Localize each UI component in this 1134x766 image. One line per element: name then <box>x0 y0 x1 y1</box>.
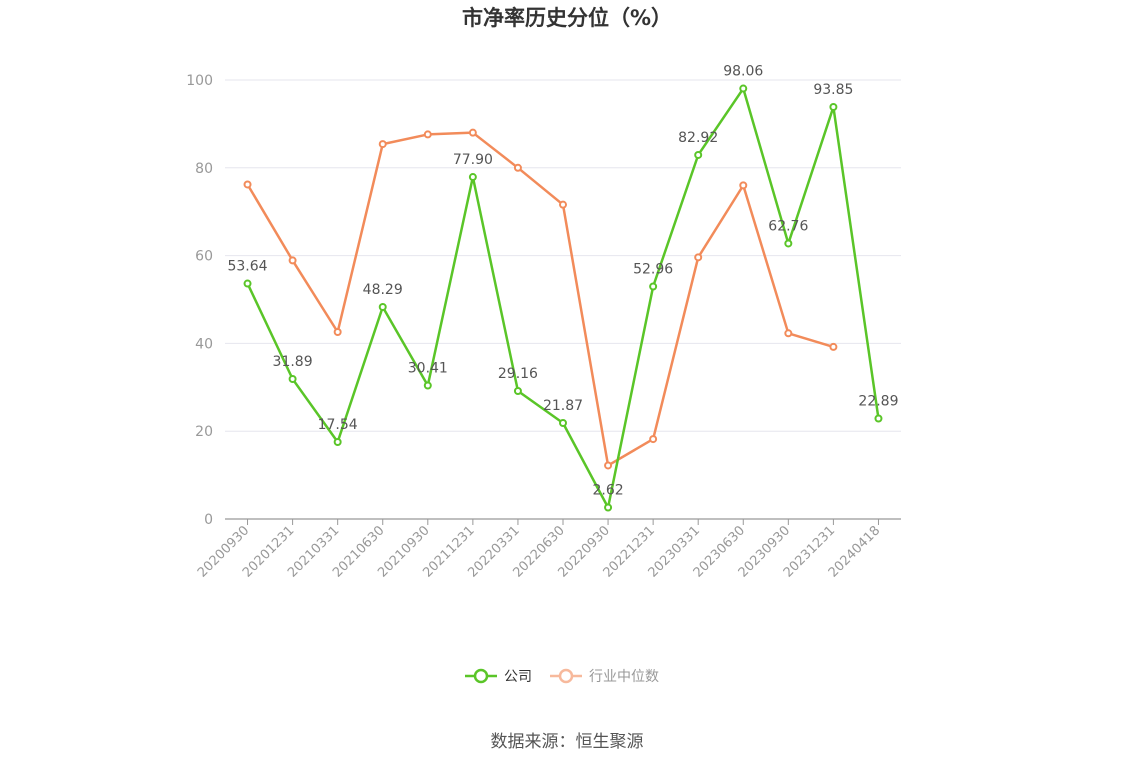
series-layer <box>243 84 883 512</box>
data-label: 53.64 <box>227 259 267 275</box>
data-point <box>559 200 567 209</box>
data-label: 98.06 <box>723 64 763 80</box>
data-point <box>423 381 432 390</box>
legend[interactable]: 公司 行业中位数 <box>465 668 659 685</box>
data-point <box>829 342 838 351</box>
data-point <box>784 329 793 338</box>
data-point <box>243 180 252 189</box>
data-point <box>423 130 432 139</box>
y-tick-label: 100 <box>186 73 213 89</box>
data-point <box>694 253 703 262</box>
data-point <box>513 386 522 395</box>
data-point <box>874 414 883 423</box>
legend-item[interactable]: 行业中位数 <box>550 668 659 685</box>
data-label: 93.85 <box>813 82 853 98</box>
data-label: 62.76 <box>768 218 808 234</box>
grid <box>225 79 901 432</box>
legend-marker <box>473 668 489 684</box>
y-tick-label: 40 <box>195 336 213 352</box>
legend-label: 公司 <box>504 669 532 685</box>
data-label: 17.54 <box>318 417 358 433</box>
data-label: 30.41 <box>408 361 448 377</box>
data-labels: 53.64 31.89 17.54 48.29 30.41 77.90 29.16 21.87… <box>227 64 898 499</box>
data-point <box>829 102 838 111</box>
data-label: 22.89 <box>858 394 898 410</box>
y-tick-label: 80 <box>195 161 213 177</box>
y-tick-label: 60 <box>195 249 213 265</box>
data-point <box>333 437 342 446</box>
data-point <box>649 435 658 444</box>
data-point <box>288 256 297 265</box>
data-point <box>333 327 342 336</box>
axes: 0204060801002020093020201231202103312021… <box>186 73 901 581</box>
data-label: 48.29 <box>363 282 403 298</box>
data-point <box>243 279 252 288</box>
data-point <box>559 418 567 427</box>
data-label: 31.89 <box>273 354 313 370</box>
data-label: 52.96 <box>633 262 673 278</box>
data-point <box>513 163 522 172</box>
data-point <box>288 375 297 384</box>
data-point <box>468 128 477 137</box>
data-point <box>739 181 748 190</box>
legend-item[interactable]: 公司 <box>465 668 532 685</box>
legend-label: 行业中位数 <box>589 669 659 685</box>
chart-title: 市净率历史分位（%） <box>462 6 672 30</box>
data-label: 2.62 <box>592 482 623 498</box>
series-line <box>246 87 880 509</box>
data-point <box>604 461 613 470</box>
data-label: 82.92 <box>678 130 718 146</box>
data-point <box>604 503 613 512</box>
data-point <box>468 173 477 182</box>
source-note: 数据来源：恒生聚源 <box>491 732 644 752</box>
data-label: 77.90 <box>453 152 493 168</box>
data-point <box>378 303 387 312</box>
y-tick-label: 20 <box>195 424 213 440</box>
y-tick-label: 0 <box>204 512 213 528</box>
series-line <box>246 131 834 467</box>
data-label: 21.87 <box>543 398 583 414</box>
data-point <box>649 282 658 291</box>
data-point <box>378 140 387 149</box>
legend-marker <box>558 668 574 684</box>
data-point <box>739 84 748 93</box>
data-point <box>784 239 793 248</box>
data-label: 29.16 <box>498 366 538 382</box>
data-point <box>694 150 703 159</box>
